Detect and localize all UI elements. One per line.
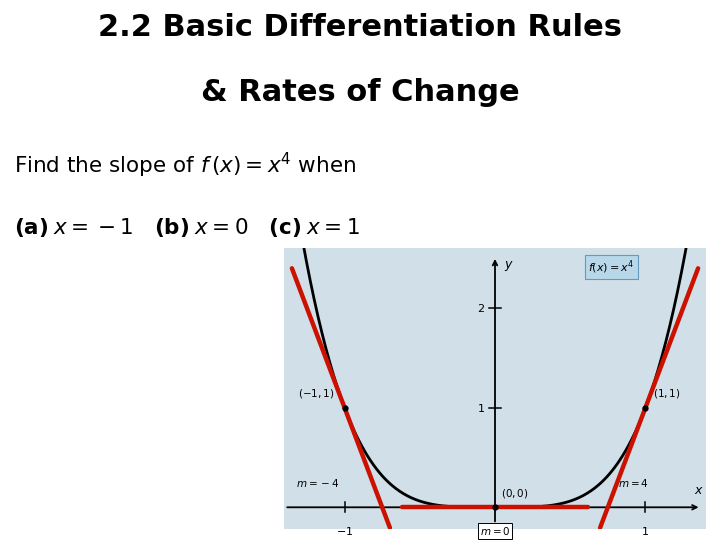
Text: 2.2 Basic Differentiation Rules: 2.2 Basic Differentiation Rules — [98, 14, 622, 43]
Text: $1$: $1$ — [642, 525, 649, 537]
Text: $-1$: $-1$ — [336, 525, 354, 537]
Text: $y$: $y$ — [504, 259, 514, 273]
Text: $m=-4$: $m=-4$ — [297, 477, 340, 489]
Text: $f(x)=x^4$: $f(x)=x^4$ — [588, 258, 635, 276]
Text: & Rates of Change: & Rates of Change — [201, 78, 519, 107]
Text: $(-1, 1)$: $(-1, 1)$ — [297, 387, 334, 400]
Text: Find the slope of $f\,(x)= x^4$ when: Find the slope of $f\,(x)= x^4$ when — [14, 151, 356, 180]
Text: $2$: $2$ — [477, 302, 485, 314]
Text: $m=0$: $m=0$ — [480, 525, 510, 537]
Text: $1$: $1$ — [477, 402, 485, 414]
Text: $m=4$: $m=4$ — [618, 477, 649, 489]
Text: $(1, 1)$: $(1, 1)$ — [653, 387, 680, 400]
Text: $(0, 0)$: $(0, 0)$ — [501, 487, 528, 501]
Text: $\mathbf{(a)}\;x=-1\quad\mathbf{(b)}\;x=0\quad\mathbf{(c)}\;x=1$: $\mathbf{(a)}\;x=-1\quad\mathbf{(b)}\;x=… — [14, 216, 360, 239]
Text: $x$: $x$ — [694, 484, 704, 497]
